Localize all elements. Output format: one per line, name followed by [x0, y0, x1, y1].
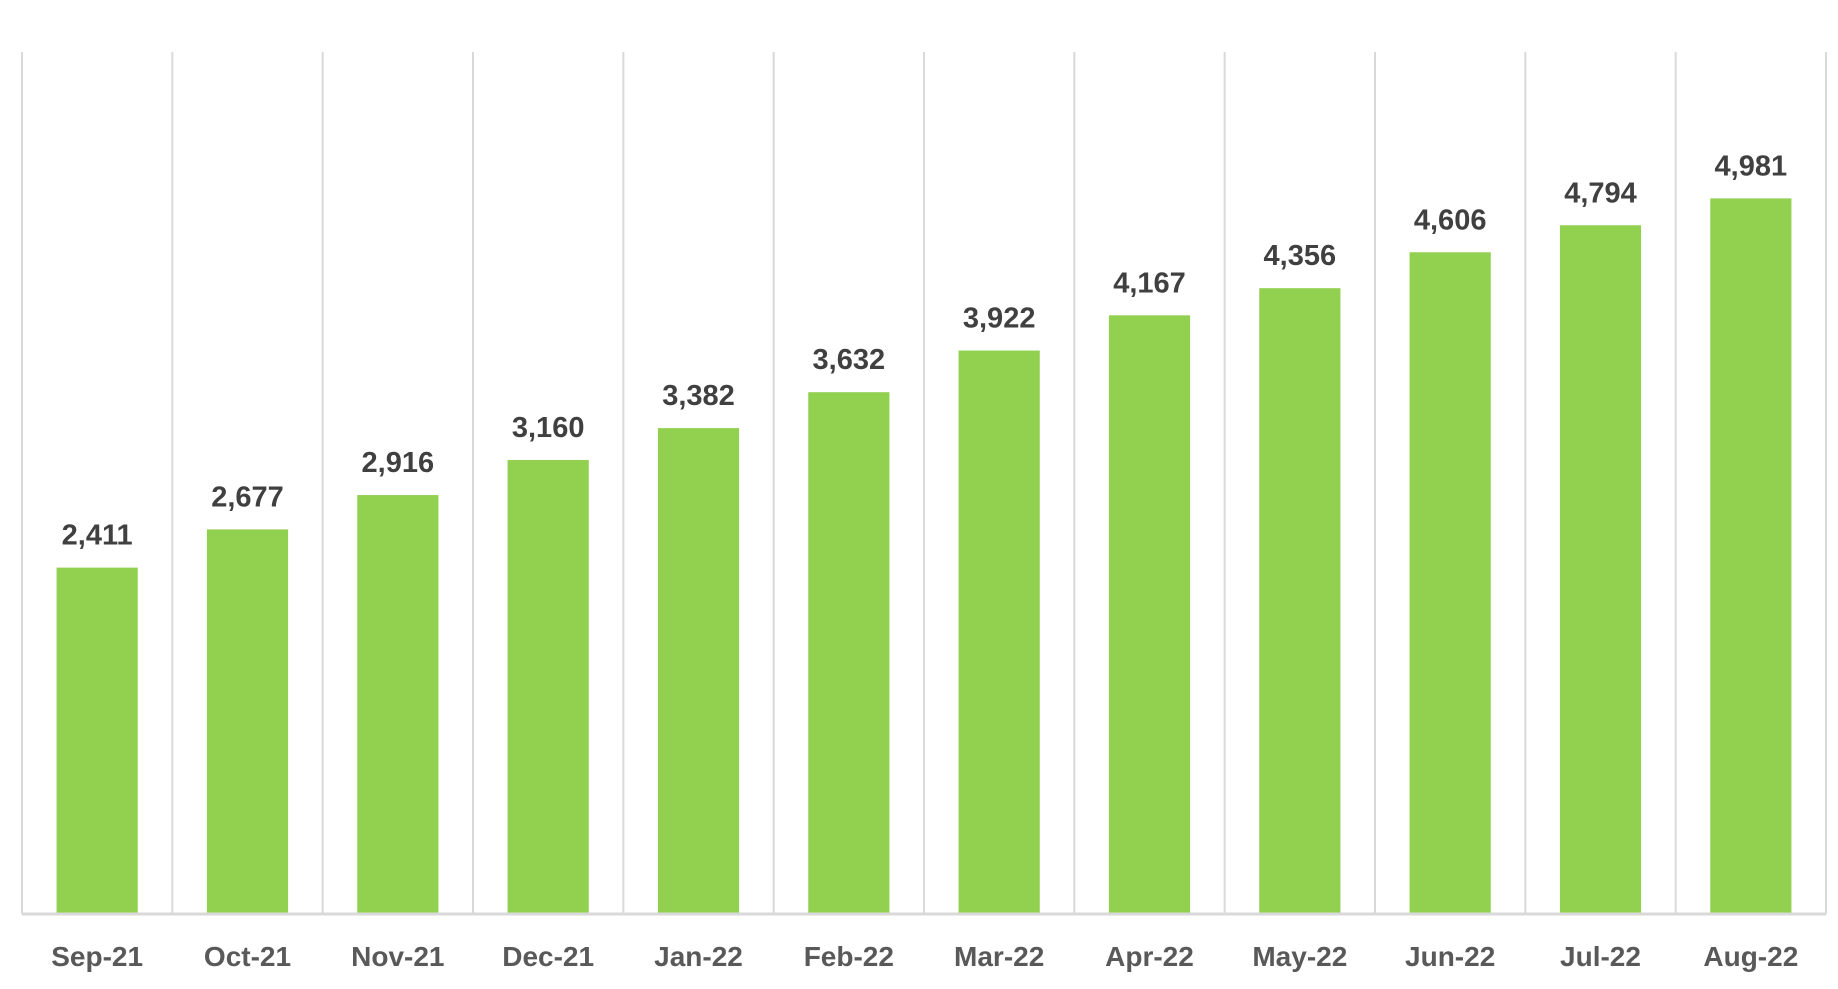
bar-nov-21: [357, 495, 439, 914]
x-tick-label-may-22: May-22: [1252, 941, 1347, 972]
x-tick-label-mar-22: Mar-22: [954, 941, 1044, 972]
bar-sep-21: [56, 567, 138, 914]
bar-jul-22: [1559, 225, 1642, 915]
bar-may-22: [1259, 288, 1341, 914]
data-label-jan-22: 3,382: [662, 380, 735, 412]
data-label-dec-21: 3,160: [512, 412, 585, 444]
data-label-aug-22: 4,981: [1715, 150, 1788, 182]
x-tick-label-jun-22: Jun-22: [1405, 941, 1495, 972]
data-label-feb-22: 3,632: [813, 344, 886, 376]
category-gridlines: [21, 52, 1827, 914]
bar-dec-21: [507, 460, 589, 914]
data-labels: 2,411 2,677 2,916 3,160 3,382 3,632 3,922 4,167…: [62, 150, 1787, 551]
x-tick-label-jul-22: Jul-22: [1560, 941, 1641, 972]
data-label-sep-21: 2,411: [62, 520, 133, 552]
x-tick-label-dec-21: Dec-21: [502, 941, 594, 972]
data-label-jun-22: 4,606: [1414, 204, 1487, 236]
x-tick-label-jan-22: Jan-22: [654, 941, 743, 972]
x-tick-label-oct-21: Oct-21: [204, 941, 291, 972]
bar-feb-22: [808, 392, 890, 915]
data-label-oct-21: 2,677: [211, 481, 284, 513]
data-label-may-22: 4,356: [1264, 240, 1337, 272]
data-label-apr-22: 4,167: [1113, 267, 1186, 299]
bar-jun-22: [1409, 252, 1491, 914]
bar-oct-21: [206, 529, 289, 914]
data-label-jul-22: 4,794: [1564, 177, 1637, 209]
data-label-mar-22: 3,922: [963, 303, 1036, 335]
bar-apr-22: [1108, 315, 1191, 914]
x-tick-label-nov-21: Nov-21: [351, 941, 444, 972]
data-label-nov-21: 2,916: [362, 447, 435, 479]
bar-jan-22: [657, 428, 740, 914]
x-axis-tick-labels: Sep-21 Oct-21 Nov-21 Dec-21 Jan-22 Feb-22 Mar-…: [51, 941, 1798, 972]
bars: [56, 198, 1792, 915]
x-tick-label-feb-22: Feb-22: [804, 941, 894, 972]
x-tick-label-sep-21: Sep-21: [51, 941, 143, 972]
bar-mar-22: [958, 350, 1040, 915]
x-tick-label-aug-22: Aug-22: [1703, 941, 1798, 972]
x-tick-label-apr-22: Apr-22: [1105, 941, 1194, 972]
bar-aug-22: [1710, 198, 1792, 914]
